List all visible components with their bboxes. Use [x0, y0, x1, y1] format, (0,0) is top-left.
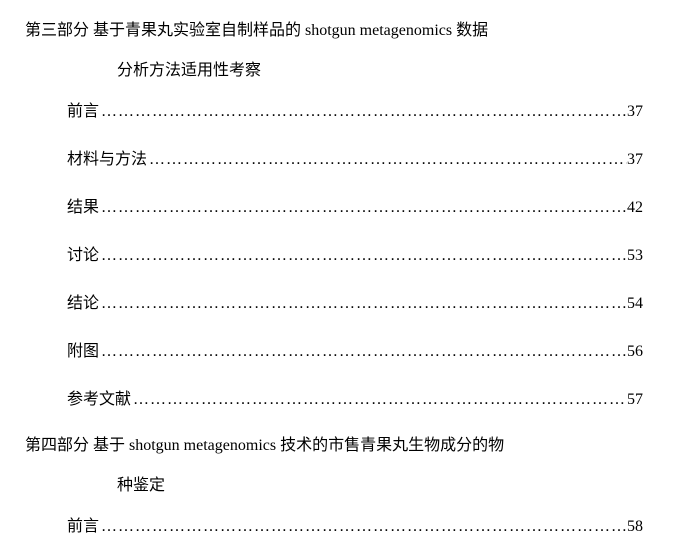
- toc-dots: [99, 343, 627, 361]
- toc-label: 结论: [67, 289, 99, 313]
- toc-page: 42: [627, 199, 643, 217]
- toc-dots: [131, 391, 627, 409]
- toc-label: 参考文献: [67, 385, 131, 409]
- toc-label: 前言: [67, 512, 99, 536]
- toc-entry: 参考文献 57: [67, 385, 643, 409]
- section-title-line2: 种鉴定: [25, 473, 643, 499]
- toc-label: 前言: [67, 97, 99, 121]
- section-title-line1: 第四部分 基于 shotgun metagenomics 技术的市售青果丸生物成…: [25, 433, 643, 459]
- toc-dots: [147, 151, 627, 169]
- toc-label: 附图: [67, 337, 99, 361]
- toc-page: 37: [627, 103, 643, 121]
- toc-entry: 前言 37: [67, 97, 643, 121]
- toc-label: 结果: [67, 193, 99, 217]
- toc-dots: [99, 199, 627, 217]
- toc-page: 58: [627, 518, 643, 536]
- toc-page: 56: [627, 343, 643, 361]
- toc-page: 54: [627, 295, 643, 313]
- toc-dots: [99, 295, 627, 313]
- toc-entry: 前言 58: [67, 512, 643, 536]
- toc-dots: [99, 518, 627, 536]
- toc-page: 57: [627, 391, 643, 409]
- toc-label: 讨论: [67, 241, 99, 265]
- toc-entry: 讨论 53: [67, 241, 643, 265]
- toc-entry: 结果 42: [67, 193, 643, 217]
- toc-entry: 附图 56: [67, 337, 643, 361]
- section-title-line2: 分析方法适用性考察: [25, 58, 643, 84]
- toc-entry: 材料与方法 37: [67, 145, 643, 169]
- toc-label: 材料与方法: [67, 145, 147, 169]
- section-title: 第三部分 基于青果丸实验室自制样品的 shotgun metagenomics …: [25, 18, 643, 83]
- toc-dots: [99, 103, 627, 121]
- toc-dots: [99, 247, 627, 265]
- section-title-line1: 第三部分 基于青果丸实验室自制样品的 shotgun metagenomics …: [25, 18, 643, 44]
- section-title: 第四部分 基于 shotgun metagenomics 技术的市售青果丸生物成…: [25, 433, 643, 498]
- toc-page: 53: [627, 247, 643, 265]
- toc-page: 37: [627, 151, 643, 169]
- toc-entry: 结论 54: [67, 289, 643, 313]
